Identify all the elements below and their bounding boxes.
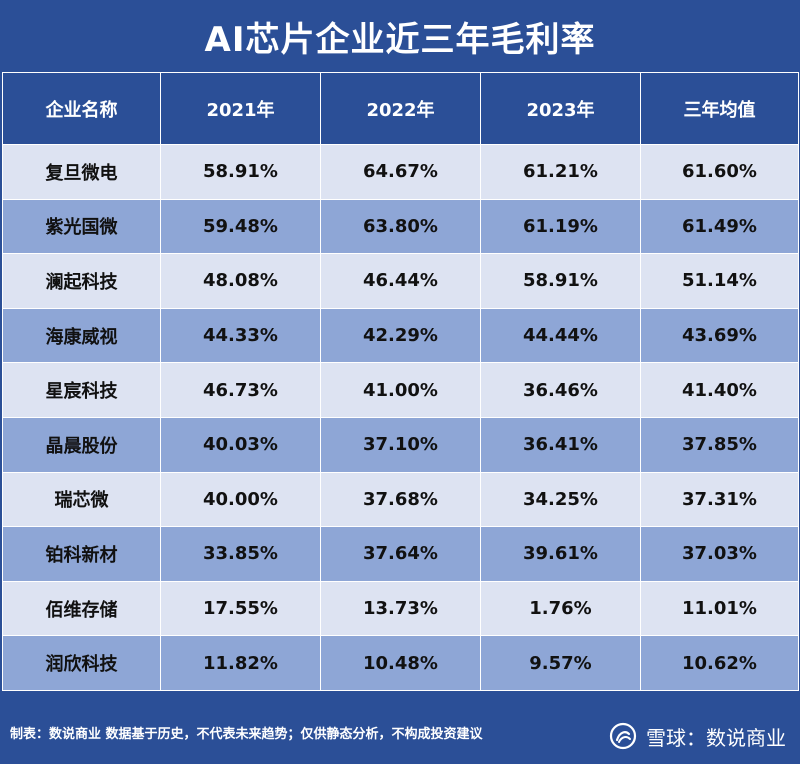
snowball-logo-icon	[608, 721, 638, 751]
margin-2022-cell: 37.68%	[320, 471, 481, 528]
gross-margin-table: 企业名称 2021年 2022年 2023年 三年均值 复旦微电 58.91% …	[2, 72, 799, 691]
margin-2022-cell: 37.64%	[320, 526, 481, 582]
margin-2023-cell: 36.46%	[480, 362, 641, 418]
company-name-cell: 瑞芯微	[2, 471, 161, 528]
margin-average-cell: 11.01%	[640, 580, 799, 637]
margin-average-cell: 51.14%	[640, 253, 799, 309]
column-header-company: 企业名称	[2, 72, 161, 145]
margin-2022-cell: 13.73%	[320, 580, 481, 637]
margin-2021-cell: 40.00%	[160, 471, 321, 528]
company-name-cell: 润欣科技	[2, 635, 161, 691]
page-title: AI芯片企业近三年毛利率	[204, 19, 596, 60]
table-row: 润欣科技 11.82% 10.48% 9.57% 10.62%	[2, 635, 799, 691]
margin-2021-cell: 33.85%	[160, 526, 321, 582]
table-row: 瑞芯微 40.00% 37.68% 34.25% 37.31%	[2, 471, 799, 528]
margin-average-cell: 61.49%	[640, 198, 799, 255]
table-row: 铂科新材 33.85% 37.64% 39.61% 37.03%	[2, 526, 799, 582]
margin-2022-cell: 10.48%	[320, 635, 481, 691]
column-header-2023: 2023年	[480, 72, 641, 145]
table-row: 海康威视 44.33% 42.29% 44.44% 43.69%	[2, 307, 799, 364]
margin-2021-cell: 48.08%	[160, 253, 321, 309]
margin-2021-cell: 59.48%	[160, 198, 321, 255]
table-row: 佰维存储 17.55% 13.73% 1.76% 11.01%	[2, 580, 799, 637]
margin-2023-cell: 61.21%	[480, 144, 641, 200]
margin-2022-cell: 64.67%	[320, 144, 481, 200]
margin-2023-cell: 36.41%	[480, 416, 641, 473]
margin-2023-cell: 34.25%	[480, 471, 641, 528]
company-name-cell: 星宸科技	[2, 362, 161, 418]
margin-2022-cell: 37.10%	[320, 416, 481, 473]
margin-2022-cell: 42.29%	[320, 307, 481, 364]
margin-average-cell: 41.40%	[640, 362, 799, 418]
table-row: 晶晨股份 40.03% 37.10% 36.41% 37.85%	[2, 416, 799, 473]
table-header-row: 企业名称 2021年 2022年 2023年 三年均值	[2, 72, 799, 145]
margin-2021-cell: 11.82%	[160, 635, 321, 691]
margin-average-cell: 37.31%	[640, 471, 799, 528]
margin-average-cell: 37.03%	[640, 526, 799, 582]
column-header-average: 三年均值	[640, 72, 799, 145]
margin-average-cell: 10.62%	[640, 635, 799, 691]
column-header-2022: 2022年	[320, 72, 481, 145]
table-row: 紫光国微 59.48% 63.80% 61.19% 61.49%	[2, 198, 799, 255]
margin-2021-cell: 46.73%	[160, 362, 321, 418]
company-name-cell: 紫光国微	[2, 198, 161, 255]
margin-average-cell: 37.85%	[640, 416, 799, 473]
watermark-text: 雪球：数说商业	[646, 725, 786, 750]
margin-2023-cell: 58.91%	[480, 253, 641, 309]
margin-2022-cell: 41.00%	[320, 362, 481, 418]
company-name-cell: 澜起科技	[2, 253, 161, 309]
margin-2023-cell: 61.19%	[480, 198, 641, 255]
watermark: 雪球：数说商业	[608, 718, 786, 754]
margin-2022-cell: 63.80%	[320, 198, 481, 255]
margin-average-cell: 43.69%	[640, 307, 799, 364]
margin-2021-cell: 58.91%	[160, 144, 321, 200]
margin-average-cell: 61.60%	[640, 144, 799, 200]
company-name-cell: 佰维存储	[2, 580, 161, 637]
company-name-cell: 复旦微电	[2, 144, 161, 200]
margin-2023-cell: 1.76%	[480, 580, 641, 637]
margin-2023-cell: 9.57%	[480, 635, 641, 691]
margin-2021-cell: 44.33%	[160, 307, 321, 364]
margin-2023-cell: 44.44%	[480, 307, 641, 364]
margin-2021-cell: 40.03%	[160, 416, 321, 473]
table-row: 复旦微电 58.91% 64.67% 61.21% 61.60%	[2, 144, 799, 200]
company-name-cell: 铂科新材	[2, 526, 161, 582]
margin-2023-cell: 39.61%	[480, 526, 641, 582]
company-name-cell: 晶晨股份	[2, 416, 161, 473]
table-row: 星宸科技 46.73% 41.00% 36.46% 41.40%	[2, 362, 799, 418]
company-name-cell: 海康威视	[2, 307, 161, 364]
source-note: 制表：数说商业 数据基于历史，不代表未来趋势；仅供静态分析，不构成投资建议	[10, 726, 483, 742]
column-header-2021: 2021年	[160, 72, 321, 145]
table-row: 澜起科技 48.08% 46.44% 58.91% 51.14%	[2, 253, 799, 309]
margin-2022-cell: 46.44%	[320, 253, 481, 309]
margin-2021-cell: 17.55%	[160, 580, 321, 637]
